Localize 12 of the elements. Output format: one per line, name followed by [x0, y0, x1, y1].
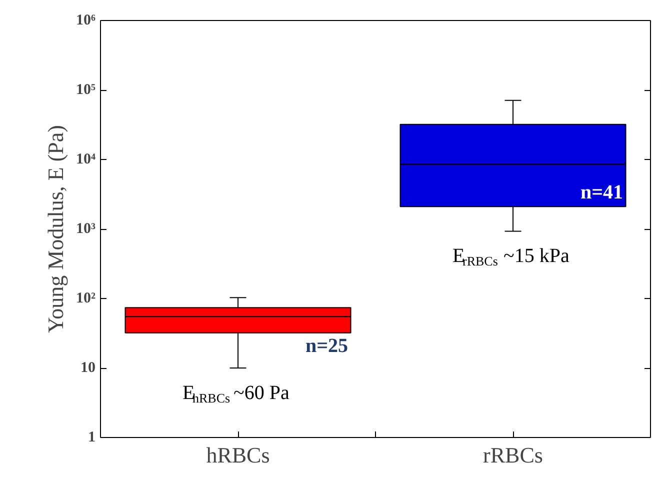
- y-tick-label: 10³: [76, 221, 96, 237]
- x-tick-label: hRBCs: [206, 442, 270, 468]
- y-tick-label: 10⁴: [76, 152, 96, 168]
- y-tick-label: 10⁵: [76, 82, 96, 98]
- y-tick-label: 1: [88, 430, 96, 446]
- x-tick-label: rRBCs: [483, 442, 543, 468]
- y-tick-label: 10: [80, 360, 96, 376]
- annotation: n=41: [580, 182, 624, 204]
- y-tick-label: 10²: [76, 290, 96, 306]
- y-tick-label: 10⁶: [76, 12, 96, 28]
- y-axis-title: Young Modulus, E (Pa): [43, 124, 68, 334]
- annotation: n=25: [305, 334, 348, 357]
